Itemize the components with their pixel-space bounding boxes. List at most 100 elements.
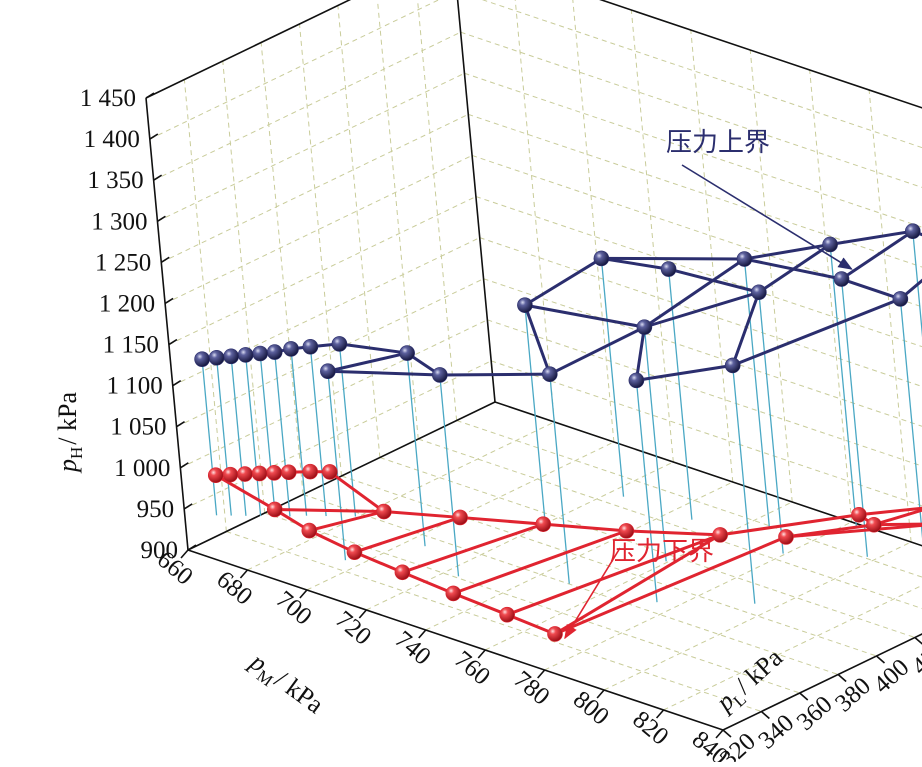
mesh-edge <box>339 344 407 353</box>
x-tick-label: 720 <box>330 606 376 651</box>
grid-line-side-z <box>177 279 484 427</box>
z-tick-mark <box>150 134 158 139</box>
x-tick-label: 800 <box>568 686 614 731</box>
grid-line-back-x <box>810 70 852 522</box>
z-axis-title: pH/ kPa <box>53 392 86 474</box>
data-point <box>725 358 740 373</box>
grid-line-side-y <box>300 24 342 476</box>
data-point <box>332 336 347 351</box>
mesh-edge <box>309 512 384 531</box>
mesh-edge <box>550 327 645 374</box>
z-tick-label: 1 150 <box>103 332 159 359</box>
frame-edge <box>146 0 453 98</box>
data-point <box>303 339 318 354</box>
data-point <box>517 298 532 313</box>
mesh-edge <box>328 353 407 371</box>
mesh-edge <box>644 259 744 327</box>
z-tick-mark <box>165 298 173 303</box>
grid-line-side-z <box>154 32 461 180</box>
data-point <box>320 364 335 379</box>
drop-line <box>275 352 290 516</box>
x-tick-label: 820 <box>627 706 673 751</box>
z-tick-label: 1 300 <box>91 208 147 235</box>
mesh-edge <box>733 299 901 366</box>
data-point <box>893 291 908 306</box>
annotation-label: 压力下界 <box>610 537 714 567</box>
mesh-edge <box>636 365 732 380</box>
z-tick-label: 1 050 <box>110 414 166 441</box>
data-point <box>834 272 849 287</box>
data-point <box>238 347 253 362</box>
z-tick-label: 1 250 <box>95 249 151 276</box>
z-tick-mark <box>173 381 181 386</box>
box-frame <box>146 0 922 738</box>
data-point <box>223 467 238 482</box>
grid-line-side-z <box>146 0 453 98</box>
grid-line-floor-y <box>457 421 922 601</box>
x-tick-label: 740 <box>390 626 436 671</box>
mesh-edge <box>440 374 550 375</box>
z-tick-label: 1 400 <box>84 126 140 153</box>
grid-line-side-z <box>157 73 464 221</box>
data-point <box>637 320 652 335</box>
z-tick-mark <box>157 216 165 221</box>
drop-lines <box>202 231 922 604</box>
data-point <box>267 465 282 480</box>
mesh-edge <box>626 531 720 535</box>
grid-line-side-y <box>223 61 265 513</box>
x-tick-label: 780 <box>508 666 554 711</box>
grid-line-side-y <box>184 80 226 532</box>
y-tick-mark <box>800 693 808 700</box>
grid-line-back-z <box>453 0 922 130</box>
y-tick-mark <box>915 638 922 645</box>
mesh-edge <box>402 572 453 593</box>
data-point <box>224 349 239 364</box>
data-point <box>376 504 391 519</box>
data-point <box>542 367 557 382</box>
data-point <box>500 607 515 622</box>
data-point <box>823 237 838 252</box>
z-tick-mark <box>161 257 169 262</box>
data-point <box>253 346 268 361</box>
grid-line-back-z <box>461 32 922 212</box>
z-tick-label: 950 <box>137 496 175 523</box>
drop-line <box>644 327 666 561</box>
data-point <box>284 341 299 356</box>
z-tick-mark <box>184 504 192 509</box>
data-point <box>905 224 920 239</box>
grid-line-back-x <box>869 90 911 542</box>
mesh-edge <box>744 259 841 279</box>
drop-line <box>900 299 922 570</box>
data-point <box>267 502 282 517</box>
grid-line-back-x <box>750 50 792 502</box>
z-tick-label: 1 350 <box>87 167 143 194</box>
data-point <box>547 626 562 641</box>
mesh-edge <box>543 524 626 531</box>
data-point <box>347 545 362 560</box>
data-point <box>594 251 609 266</box>
data-point <box>195 352 210 367</box>
mesh-edge <box>733 292 759 365</box>
frame-edge <box>453 0 922 130</box>
grid-line-side-y <box>415 0 457 421</box>
data-point <box>209 350 224 365</box>
data-point <box>303 464 318 479</box>
series-layer <box>195 224 922 642</box>
series-lower <box>208 464 922 641</box>
series-upper <box>195 224 922 388</box>
mesh-edge <box>525 258 601 305</box>
grid-line-back-x <box>572 0 614 442</box>
data-point <box>267 345 282 360</box>
data-point <box>851 507 866 522</box>
data-point <box>432 367 447 382</box>
grid-line-back-z <box>476 197 922 377</box>
mesh-edge <box>328 371 440 375</box>
data-point <box>302 523 317 538</box>
data-point <box>237 467 252 482</box>
data-point <box>400 346 415 361</box>
data-point <box>737 252 752 267</box>
z-tick-label: 1 200 <box>99 290 155 317</box>
data-point <box>281 465 296 480</box>
